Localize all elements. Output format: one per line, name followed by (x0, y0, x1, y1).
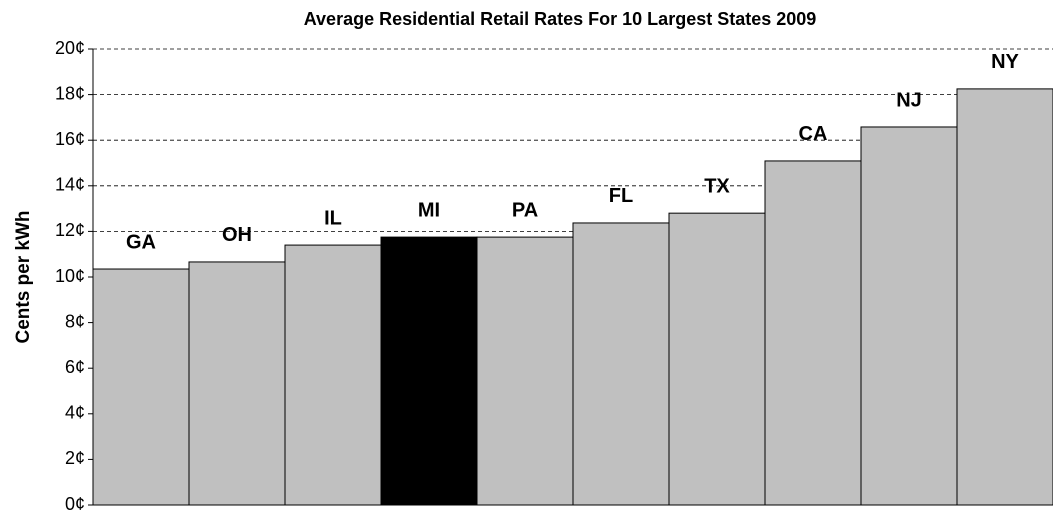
y-tick-label: 0¢ (65, 494, 85, 514)
category-label: OH (222, 224, 252, 246)
bar (572, 222, 670, 506)
bar (188, 261, 286, 506)
category-label: FL (609, 185, 633, 207)
bar (380, 236, 478, 506)
y-axis-label: Cents per kWh (13, 210, 34, 343)
y-tick-label: 6¢ (65, 357, 85, 377)
y-tick-label: 12¢ (55, 220, 85, 240)
y-tick-label: 18¢ (55, 83, 85, 103)
category-label: CA (799, 123, 828, 145)
bar (956, 88, 1053, 506)
category-label: MI (418, 199, 440, 221)
category-label: NY (991, 51, 1019, 73)
bar (284, 244, 382, 506)
category-label: IL (324, 207, 342, 229)
category-label: GA (126, 231, 156, 253)
category-label: NJ (896, 89, 922, 111)
y-tick-label: 8¢ (65, 311, 85, 331)
y-tick-label: 16¢ (55, 129, 85, 149)
y-tick-label: 4¢ (65, 403, 85, 423)
bar (668, 212, 766, 506)
bar (764, 160, 862, 506)
chart-title: Average Residential Retail Rates For 10 … (304, 9, 817, 29)
category-label: PA (512, 199, 538, 221)
bar (476, 236, 574, 506)
bar (860, 126, 958, 506)
y-tick-label: 20¢ (55, 38, 85, 58)
y-tick-label: 14¢ (55, 175, 85, 195)
y-tick-label: 2¢ (65, 448, 85, 468)
category-label: TX (704, 175, 730, 197)
y-tick-label: 10¢ (55, 266, 85, 286)
bar (92, 268, 190, 506)
